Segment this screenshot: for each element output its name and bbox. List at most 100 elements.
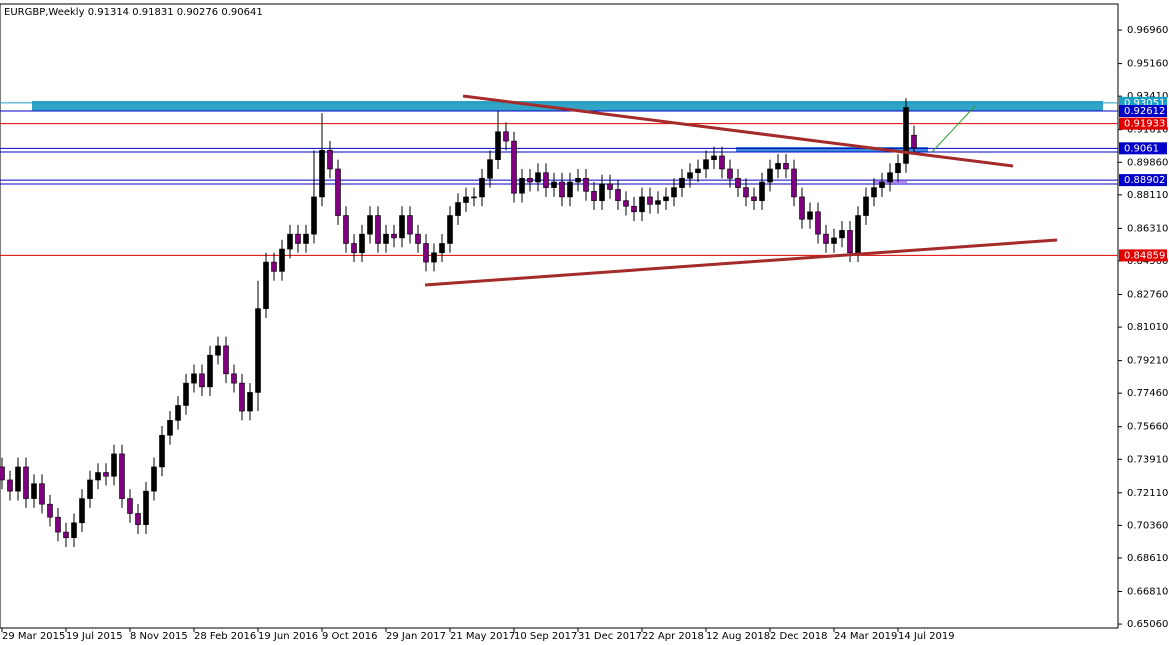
candle-body: [303, 233, 309, 244]
candle-body: [207, 354, 213, 388]
candle-body: [327, 150, 333, 170]
candle-body: [567, 181, 573, 198]
candle-body: [887, 172, 893, 183]
x-tick-label: 8 Nov 2015: [130, 631, 188, 642]
candle-body: [231, 373, 237, 384]
x-tick-label: 14 Jul 2019: [898, 631, 955, 642]
candle-body: [727, 168, 733, 179]
candle-body: [175, 405, 181, 421]
candle-body: [687, 172, 693, 179]
candle-body: [775, 163, 781, 170]
y-tick-label: 0.70360: [1127, 520, 1168, 531]
x-tick-label: 2 Dec 2018: [770, 631, 828, 642]
candle-body: [623, 200, 629, 207]
candle-body: [47, 503, 53, 518]
candle-body: [159, 434, 165, 468]
candle-body: [551, 181, 557, 188]
candle-body: [399, 215, 405, 239]
candle-body: [143, 490, 149, 525]
y-tick-label: 0.68610: [1127, 553, 1168, 564]
level-label: 0.92612: [1124, 106, 1165, 117]
candle-body: [383, 233, 389, 244]
candle-body: [87, 479, 93, 499]
y-tick-label: 0.95160: [1127, 59, 1168, 70]
candle-body: [31, 483, 37, 499]
candle-body: [663, 196, 669, 201]
candle-body: [679, 177, 685, 188]
candle-body: [103, 472, 109, 477]
candle-body: [631, 205, 637, 213]
candle-body: [271, 261, 277, 272]
candle-body: [191, 373, 197, 384]
candle-body: [519, 177, 525, 194]
candle-body: [263, 261, 269, 309]
y-tick-label: 0.73910: [1127, 454, 1168, 465]
y-tick-label: 0.84560: [1127, 256, 1168, 267]
candle-body: [767, 168, 773, 183]
candle-body: [319, 150, 325, 198]
candle-body: [863, 196, 869, 216]
candle-body: [471, 196, 477, 199]
high-value: 0.91831: [132, 7, 173, 18]
x-tick-label: 29 Jan 2017: [386, 631, 446, 642]
candle-body: [135, 513, 141, 525]
candle-body: [719, 155, 725, 170]
candle-body: [199, 373, 205, 388]
x-tick-label: 21 May 2017: [450, 631, 515, 642]
y-tick-label: 0.65060: [1127, 619, 1168, 630]
y-tick-label: 0.86310: [1127, 223, 1168, 234]
candle-body: [439, 243, 445, 254]
plot-area: [0, 3, 1119, 629]
candle-body: [23, 466, 29, 499]
level-label: 0.84859: [1124, 250, 1165, 261]
candle-body: [711, 155, 717, 160]
candle-body: [879, 181, 885, 188]
candle-body: [535, 172, 541, 183]
candle-body: [823, 233, 829, 244]
candle-body: [607, 183, 613, 190]
y-tick-label: 0.66810: [1127, 587, 1168, 598]
levels: [0, 102, 1118, 256]
candle-body: [359, 233, 365, 254]
y-tick-label: 0.77460: [1127, 388, 1168, 399]
candle-body: [583, 177, 589, 192]
candle-body: [255, 308, 261, 393]
candle-body: [855, 215, 861, 254]
header: EURGBP,Weekly 0.91314 0.91831 0.90276 0.…: [4, 7, 263, 18]
y-tick-label: 0.89860: [1127, 157, 1168, 168]
candle-body: [511, 140, 517, 194]
candle-body: [55, 516, 61, 533]
candle-body: [791, 168, 797, 198]
candle-body: [783, 163, 789, 170]
trendline: [424, 238, 1058, 287]
open-value: 0.91314: [88, 7, 129, 18]
x-tick-label: 22 Apr 2018: [642, 631, 704, 642]
candle-body: [463, 196, 469, 203]
y-tick-label: 0.72110: [1127, 488, 1168, 499]
y-tick-label: 0.79210: [1127, 356, 1168, 367]
candle-body: [639, 196, 645, 213]
candle-body: [15, 466, 21, 492]
level-label: 0.9061: [1124, 143, 1159, 154]
candle-body: [903, 107, 909, 164]
resistance-zone: [32, 101, 1103, 111]
trendline: [462, 94, 1014, 168]
axes: 0.96960 0.95160 0.93410 0.91610 0.89860 0.881…: [1, 25, 1168, 642]
candle-body: [343, 215, 349, 244]
candle-body: [167, 420, 173, 436]
candle-body: [119, 453, 125, 499]
candle-body: [407, 215, 413, 235]
y-tick-label: 0.91610: [1127, 125, 1168, 136]
x-tick-label: 19 Jul 2015: [66, 631, 123, 642]
candle-body: [311, 196, 317, 235]
candle-body: [479, 177, 485, 198]
candle-body: [495, 131, 501, 160]
candle-body: [39, 483, 45, 505]
y-tick-label: 0.93410: [1127, 91, 1168, 102]
candle-body: [503, 131, 509, 142]
level-label-bg: [1119, 142, 1167, 155]
candle-body: [423, 243, 429, 263]
candle-body: [615, 189, 621, 201]
close-value: 0.90641: [221, 7, 262, 18]
arrow-line: [931, 105, 976, 153]
